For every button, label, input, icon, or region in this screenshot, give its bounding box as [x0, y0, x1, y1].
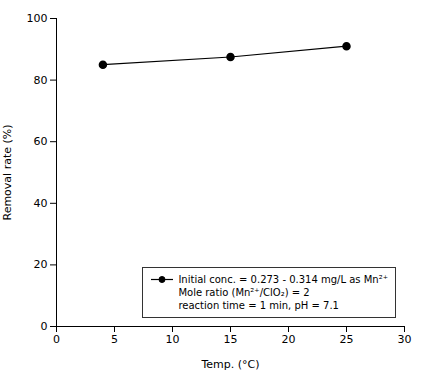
svg-text:60: 60 — [34, 135, 48, 148]
svg-text:0: 0 — [53, 333, 60, 346]
svg-text:25: 25 — [340, 333, 354, 346]
svg-text:20: 20 — [282, 333, 296, 346]
html-text:Mole ratio (Mn²⁺/ClO₂) = 2: Mole ratio (Mn²⁺/ClO₂) = 2 — [178, 287, 310, 298]
svg-text:Removal rate (%): Removal rate (%) — [1, 124, 14, 220]
html-text:reaction time = 1 min, pH = 7.: reaction time = 1 min, pH = 7.1 — [178, 300, 339, 311]
svg-text:Temp. (°C): Temp. (°C) — [200, 358, 259, 370]
svg-text:5: 5 — [111, 333, 118, 346]
svg-text:15: 15 — [224, 333, 238, 346]
html-text:Initial conc. = 0.273 - 0.314: Initial conc. = 0.273 - 0.314 mg/L as Mn… — [178, 274, 388, 285]
svg-text:40: 40 — [34, 197, 48, 210]
svg-text:30: 30 — [398, 333, 412, 346]
svg-text:0: 0 — [41, 320, 48, 333]
svg-text:80: 80 — [34, 74, 48, 87]
svg-text:100: 100 — [27, 12, 48, 25]
svg-text:10: 10 — [166, 333, 180, 346]
svg-text:20: 20 — [34, 258, 48, 271]
